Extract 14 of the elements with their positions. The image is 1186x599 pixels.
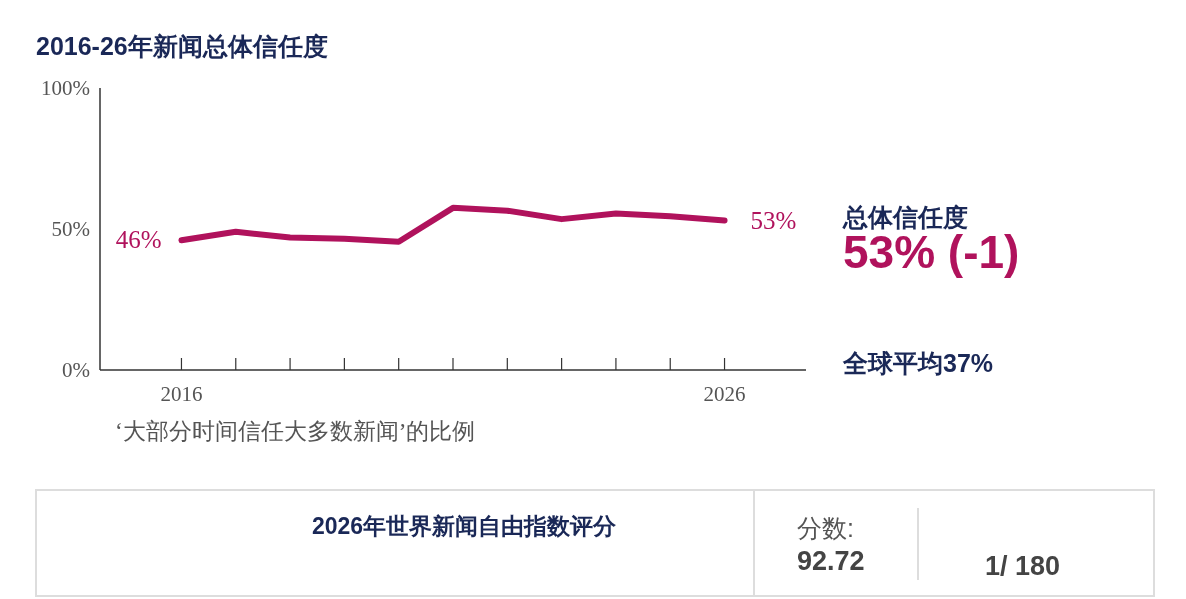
y-tick-label: 100%: [41, 76, 90, 100]
x-tick-label: 2016: [160, 382, 203, 406]
x-tick-label: 2026: [703, 382, 746, 406]
text: 1/ 180: [985, 551, 1061, 581]
x-axis-title: ‘大部分时间信任大多数新闻’的比例: [115, 419, 476, 444]
data-label: 53%: [750, 206, 797, 234]
chart-title: 2016-26年新闻总体信任度: [36, 32, 328, 60]
y-tick-label: 0%: [62, 358, 90, 382]
text: 92.72: [797, 546, 865, 576]
text: 全球平均37%: [842, 349, 994, 377]
text: 分数:: [797, 514, 854, 542]
y-tick-label: 50%: [51, 217, 90, 241]
text: 2026年世界新闻自由指数评分: [312, 513, 618, 539]
data-label: 46%: [115, 226, 162, 254]
